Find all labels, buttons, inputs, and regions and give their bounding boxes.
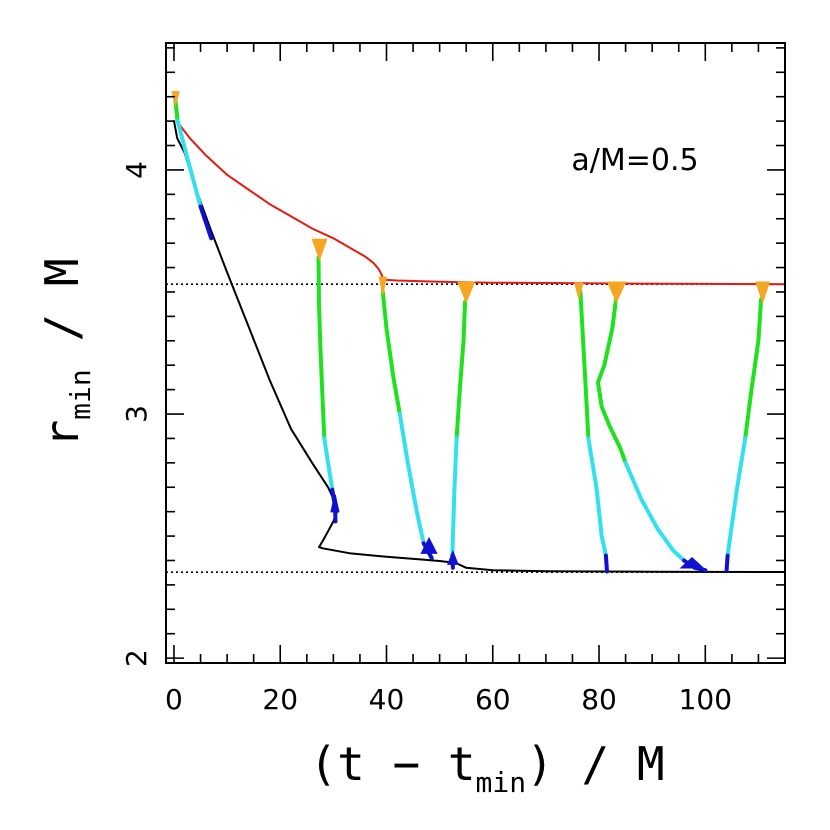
y-tick-label-2: 2	[120, 649, 153, 667]
plot-frame	[165, 42, 786, 664]
x-axis-title-subscript: min	[476, 766, 527, 799]
axis-tick-labels: 0 20 40 60 80 100 2 3 4	[120, 161, 732, 716]
orange-blob-2	[378, 276, 387, 295]
x-tick-label-60: 60	[475, 683, 511, 716]
branch-82-cyan-series	[623, 460, 686, 563]
upper-envelope-series	[173, 93, 785, 286]
blob-layer	[171, 91, 771, 569]
orange-blob-1	[311, 238, 328, 262]
x-tick-label-80: 80	[581, 683, 617, 716]
x-axis-title: (t − tmin) / M	[309, 737, 664, 799]
orange-blob-0	[171, 91, 180, 107]
blue-blob-1	[420, 536, 438, 554]
lower-envelope-series	[173, 120, 785, 573]
branch-76-blue-series	[603, 553, 609, 574]
spin-annotation: a/M=0.5	[571, 143, 698, 178]
branch-111-cyan-series	[725, 436, 748, 558]
x-axis-title-main: (t − t	[309, 737, 475, 791]
branch-54-green-series	[454, 299, 468, 441]
x-tick-label-40: 40	[369, 683, 405, 716]
branch-27-green-series	[316, 255, 327, 441]
branch-0-blue-series	[198, 204, 214, 241]
branch-39-green-series	[380, 290, 402, 416]
branch-76-cyan-series	[586, 436, 608, 558]
orange-blob-6	[755, 281, 771, 305]
blue-blob-2	[447, 549, 459, 565]
blue-blob-3	[679, 557, 705, 569]
blue-blob-0	[330, 494, 340, 513]
reference-lines	[166, 283, 785, 573]
orange-blob-4	[574, 282, 584, 299]
axis-ticks	[166, 43, 786, 663]
x-axis-title-tail: ) / M	[526, 737, 664, 791]
y-axis-title-tail: / M	[35, 258, 89, 369]
branch-82-green-series	[596, 297, 628, 465]
orange-blob-5	[606, 281, 627, 304]
branch-39-cyan-series	[397, 412, 426, 546]
y-tick-label-3: 3	[120, 405, 153, 423]
branch-27-cyan-series	[322, 436, 335, 492]
branch-76-green-series	[578, 290, 591, 441]
y-axis-title: rmin / M	[35, 258, 97, 447]
x-tick-label-20: 20	[262, 683, 298, 716]
branch-111-green-series	[743, 297, 764, 441]
x-tick-label-100: 100	[679, 683, 732, 716]
y-axis-title-subscript: min	[64, 369, 97, 420]
orange-blob-3	[457, 281, 476, 304]
y-axis-title-main: r	[35, 420, 89, 448]
branch-0-cyan-series	[175, 119, 203, 209]
branch-111-blue-series	[724, 553, 730, 573]
y-tick-label-4: 4	[120, 161, 153, 179]
branch-54-cyan-series	[450, 436, 459, 558]
x-tick-label-0: 0	[165, 683, 183, 716]
